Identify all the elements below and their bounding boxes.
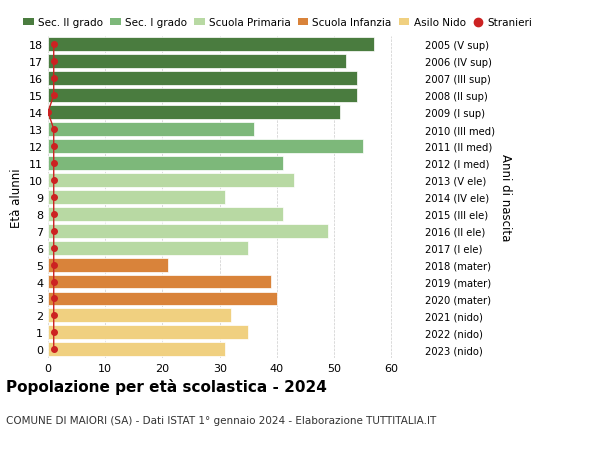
Legend: Sec. II grado, Sec. I grado, Scuola Primaria, Scuola Infanzia, Asilo Nido, Stran: Sec. II grado, Sec. I grado, Scuola Prim… (23, 18, 532, 28)
Bar (48, 309, 231, 323)
Text: Popolazione per età scolastica - 2024: Popolazione per età scolastica - 2024 (6, 379, 327, 395)
Bar (48, 190, 226, 204)
Bar (48, 224, 328, 238)
Bar (48, 72, 357, 86)
Bar (48, 157, 283, 170)
Bar (48, 342, 226, 357)
Bar (48, 123, 254, 137)
Bar (48, 140, 363, 154)
Y-axis label: Anni di nascita: Anni di nascita (499, 154, 512, 241)
Bar (48, 89, 357, 103)
Bar (48, 326, 248, 340)
Text: COMUNE DI MAIORI (SA) - Dati ISTAT 1° gennaio 2024 - Elaborazione TUTTITALIA.IT: COMUNE DI MAIORI (SA) - Dati ISTAT 1° ge… (6, 415, 436, 425)
Bar (48, 38, 374, 52)
Bar (48, 174, 294, 187)
Bar (48, 292, 277, 306)
Bar (48, 258, 168, 272)
Bar (48, 275, 271, 289)
Bar (48, 241, 248, 255)
Bar (48, 106, 340, 120)
Y-axis label: Età alunni: Età alunni (10, 168, 23, 227)
Bar (48, 55, 346, 69)
Bar (48, 207, 283, 221)
